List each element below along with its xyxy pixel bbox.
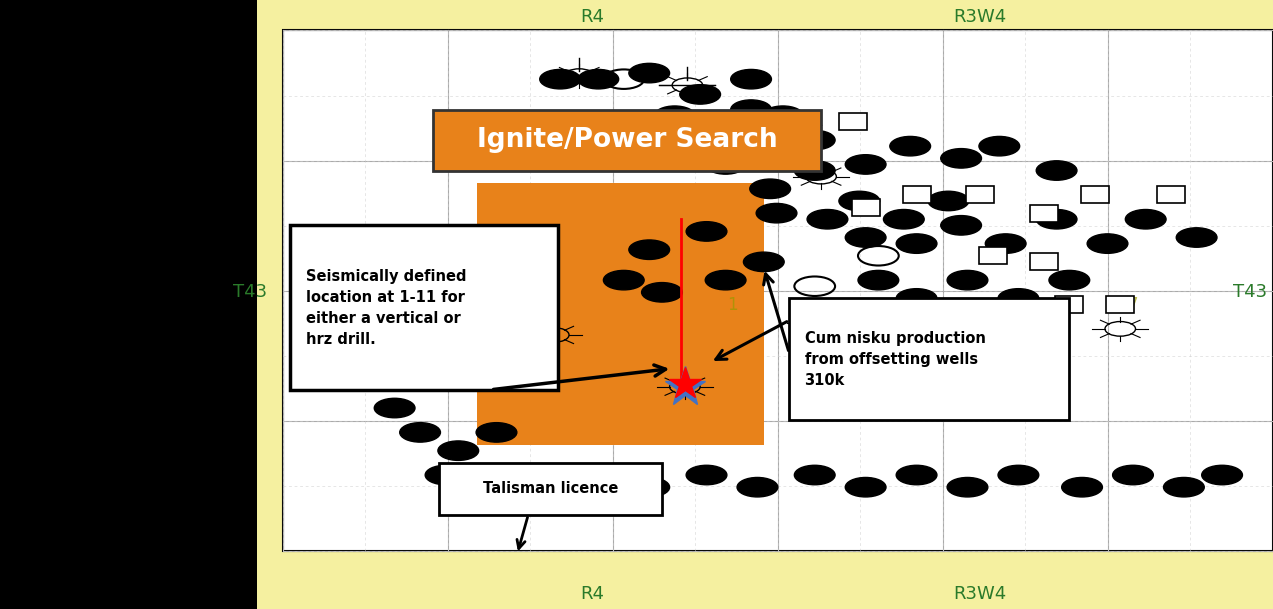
Circle shape: [578, 69, 619, 89]
Bar: [839, 113, 867, 130]
Circle shape: [1125, 209, 1166, 229]
Bar: [775, 113, 803, 130]
Circle shape: [858, 270, 899, 290]
Circle shape: [686, 222, 727, 241]
Bar: [966, 186, 994, 203]
Bar: [477, 183, 764, 445]
Circle shape: [845, 155, 886, 174]
Circle shape: [1113, 465, 1153, 485]
Circle shape: [629, 477, 670, 497]
Circle shape: [890, 136, 931, 156]
Circle shape: [1036, 161, 1077, 180]
Circle shape: [578, 465, 619, 485]
Bar: [1030, 205, 1058, 222]
Circle shape: [654, 106, 695, 125]
Circle shape: [438, 441, 479, 460]
Bar: [1157, 186, 1185, 203]
Text: Ignite/Power Search: Ignite/Power Search: [476, 127, 778, 153]
Bar: [903, 186, 931, 203]
Circle shape: [1202, 465, 1242, 485]
Circle shape: [1062, 477, 1102, 497]
Text: R3W4: R3W4: [953, 8, 1007, 26]
Circle shape: [794, 465, 835, 485]
Circle shape: [941, 149, 981, 168]
Circle shape: [705, 155, 746, 174]
Circle shape: [998, 465, 1039, 485]
Circle shape: [642, 283, 682, 302]
Circle shape: [1049, 270, 1090, 290]
Circle shape: [794, 161, 835, 180]
Text: 1: 1: [727, 295, 737, 314]
Circle shape: [1164, 477, 1204, 497]
Text: Talisman licence: Talisman licence: [482, 481, 619, 496]
Circle shape: [731, 69, 771, 89]
Circle shape: [763, 106, 803, 125]
Circle shape: [896, 465, 937, 485]
Circle shape: [947, 270, 988, 290]
Bar: [852, 199, 880, 216]
Circle shape: [693, 124, 733, 144]
Circle shape: [947, 477, 988, 497]
Circle shape: [985, 234, 1026, 253]
Circle shape: [680, 85, 721, 104]
Circle shape: [731, 100, 771, 119]
Text: R4: R4: [580, 585, 603, 603]
Circle shape: [374, 362, 415, 381]
Text: T43: T43: [1232, 283, 1267, 301]
Bar: [1055, 296, 1083, 313]
Circle shape: [883, 209, 924, 229]
Circle shape: [750, 179, 791, 199]
Text: Seismically defined
location at 1-11 for
either a vertical or
hrz drill.: Seismically defined location at 1-11 for…: [306, 269, 466, 347]
Circle shape: [603, 270, 644, 290]
Bar: [1030, 253, 1058, 270]
Circle shape: [527, 477, 568, 497]
Circle shape: [1087, 234, 1128, 253]
Text: Cum nisku production
from offsetting wells
310k: Cum nisku production from offsetting wel…: [805, 331, 985, 388]
Circle shape: [845, 477, 886, 497]
Circle shape: [1176, 228, 1217, 247]
Circle shape: [686, 465, 727, 485]
Circle shape: [425, 465, 466, 485]
Bar: [283, 30, 1273, 551]
Circle shape: [896, 234, 937, 253]
Bar: [1106, 296, 1134, 313]
Bar: [915, 326, 943, 343]
Circle shape: [400, 337, 440, 357]
Text: 7: 7: [1128, 295, 1138, 314]
FancyBboxPatch shape: [290, 225, 558, 390]
Text: T43: T43: [233, 283, 267, 301]
Circle shape: [941, 216, 981, 235]
Circle shape: [705, 270, 746, 290]
FancyBboxPatch shape: [789, 298, 1069, 420]
Text: R4: R4: [580, 8, 603, 26]
Circle shape: [629, 240, 670, 259]
Circle shape: [807, 209, 848, 229]
Circle shape: [794, 130, 835, 150]
Circle shape: [928, 191, 969, 211]
Circle shape: [374, 398, 415, 418]
Bar: [979, 247, 1007, 264]
Circle shape: [839, 191, 880, 211]
Circle shape: [998, 289, 1039, 308]
Bar: [1081, 186, 1109, 203]
FancyBboxPatch shape: [433, 110, 821, 171]
FancyBboxPatch shape: [439, 463, 662, 515]
Circle shape: [540, 69, 580, 89]
Bar: [0, 0, 257, 609]
Circle shape: [845, 228, 886, 247]
Circle shape: [629, 63, 670, 83]
Circle shape: [896, 289, 937, 308]
Circle shape: [476, 423, 517, 442]
Circle shape: [756, 203, 797, 223]
Circle shape: [1036, 209, 1077, 229]
Circle shape: [979, 136, 1020, 156]
Circle shape: [743, 252, 784, 272]
Circle shape: [400, 423, 440, 442]
Text: R3W4: R3W4: [953, 585, 1007, 603]
Bar: [966, 326, 994, 343]
Circle shape: [737, 477, 778, 497]
